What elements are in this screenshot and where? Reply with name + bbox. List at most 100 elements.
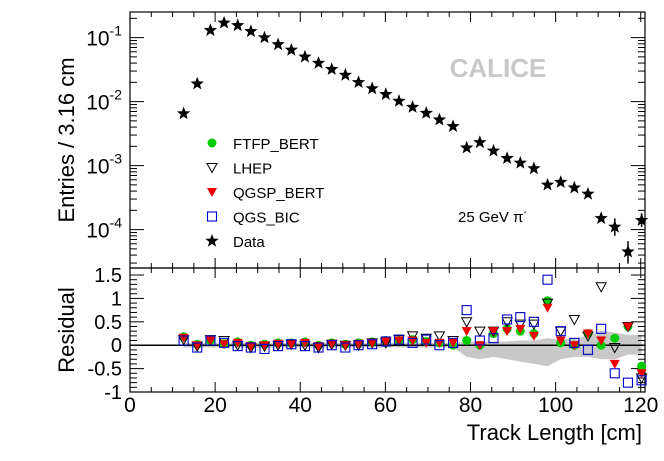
residual-point-qgs-bic (528, 316, 539, 327)
residual-point-qgs-bic (421, 334, 432, 345)
residual-point-ftfp-bert (610, 333, 620, 343)
residual-point-qgsp-bert (313, 342, 324, 352)
data-point (217, 15, 231, 29)
residual-point-qgsp-bert (448, 338, 459, 348)
data-point (271, 37, 285, 51)
x-tick-label: 0 (124, 394, 136, 417)
residual-point-qgs-bic (502, 314, 513, 325)
residual-point-qgs-bic (178, 335, 189, 346)
data-point (419, 106, 433, 119)
residual-point-qgsp-bert (474, 341, 485, 351)
residual-point-lhep (420, 333, 433, 345)
residual-point-qgs-bic (474, 335, 485, 346)
data-point (365, 81, 379, 95)
y-tick-label: 10-4 (86, 215, 122, 243)
residual-point-qgsp-bert (380, 337, 391, 347)
data-point (311, 56, 326, 69)
residual-point-qgs-bic (582, 344, 594, 355)
data-point (190, 76, 204, 90)
residual-point-qgs-bic (259, 343, 270, 355)
x-tick-label: 60 (374, 394, 397, 417)
residual-point-qgs-bic (542, 274, 553, 285)
residual-point-qgsp-bert (259, 341, 270, 351)
residual-point-lhep (501, 317, 513, 328)
residual-point-qgs-bic (273, 341, 284, 352)
residual-point-qgs-bic (622, 377, 634, 388)
residual-point-qgsp-bert (393, 336, 404, 346)
residual-point-lhep (474, 326, 486, 338)
residual-point-qgsp-bert (461, 327, 472, 337)
res-y-tick-label: 0.5 (94, 312, 122, 334)
data-point (406, 100, 420, 113)
x-tick-label: 120 (623, 394, 658, 417)
data-point (460, 140, 474, 154)
residual-point-qgsp-bert (542, 303, 553, 313)
data-point (257, 30, 272, 44)
residual-point-qgs-bic (192, 342, 203, 353)
residual-point-qgs-bic (380, 336, 391, 347)
x-tick-label: 80 (459, 394, 482, 417)
residual-point-lhep (541, 298, 554, 310)
y-tick-exponent: -4 (110, 215, 123, 231)
y-tick-label: 10-1 (86, 23, 122, 51)
residual-point-qgs-bic (326, 340, 337, 351)
residual-point-ftfp-bert (462, 336, 472, 346)
residual-point-qgsp-bert (582, 329, 593, 339)
residual-point-lhep (595, 282, 608, 293)
residual-point-qgs-bic (461, 305, 472, 316)
res-y-tick-label: 0 (111, 335, 122, 357)
residual-point-ftfp-bert (637, 361, 647, 371)
residual-point-qgs-bic (340, 342, 351, 353)
data-point (513, 156, 527, 169)
data-point (581, 187, 595, 200)
residual-point-qgs-bic (407, 337, 418, 348)
data-point (338, 68, 352, 81)
data-point (379, 87, 393, 100)
residual-point-qgs-bic (367, 339, 378, 350)
residual-point-qgs-bic (353, 340, 364, 351)
res-y-tick-label: 1 (111, 288, 122, 310)
top-frame (129, 11, 646, 269)
y-tick-exponent: -3 (110, 151, 123, 167)
legend-marker-ftfp-bert (207, 138, 217, 148)
data-point (567, 180, 581, 194)
residual-point-qgsp-bert (609, 359, 620, 369)
residual-point-qgs-bic (555, 326, 566, 337)
data-point (473, 135, 487, 149)
data-point (177, 106, 191, 120)
residual-point-qgsp-bert (596, 336, 607, 346)
residual-point-lhep (460, 317, 473, 328)
res-y-tick-label: 1.5 (94, 265, 122, 287)
residual-point-qgsp-bert (488, 327, 499, 337)
residual-point-qgs-bic (636, 375, 647, 386)
residual-point-qgs-bic (488, 333, 499, 344)
data-point (203, 23, 218, 36)
residual-point-qgsp-bert (636, 369, 647, 379)
y-tick-exponent: -1 (110, 23, 123, 39)
residual-point-lhep (514, 319, 527, 331)
x-tick-label: 40 (289, 394, 312, 417)
residual-point-qgsp-bert (326, 339, 337, 349)
data-point (231, 18, 245, 32)
y-tick-label: 10-2 (86, 87, 122, 115)
y-tick-exponent: -2 (110, 87, 123, 103)
residual-point-qgsp-bert (515, 324, 526, 334)
legend-marker-data (205, 234, 219, 247)
y-tick-mantissa: 10 (86, 220, 109, 243)
residual-point-qgsp-bert (353, 339, 364, 349)
legend: FTFP_BERT LHEP QGSP_BERT QGS_BIC Data (205, 136, 324, 251)
residual-point-qgsp-bert (245, 342, 256, 352)
y-tick-mantissa: 10 (86, 92, 109, 115)
residual-point-qgs-bic (609, 368, 620, 379)
x-tick-label: 20 (203, 394, 226, 417)
data-point (298, 49, 312, 63)
energy-annotation: 25 GeV π- (458, 207, 527, 226)
residual-point-qgsp-bert (219, 340, 230, 350)
residual-point-qgs-bic (299, 341, 310, 352)
bottom-y-axis-label: Residual (54, 287, 79, 373)
data-point (527, 161, 541, 175)
legend-label: FTFP_BERT (233, 136, 319, 153)
